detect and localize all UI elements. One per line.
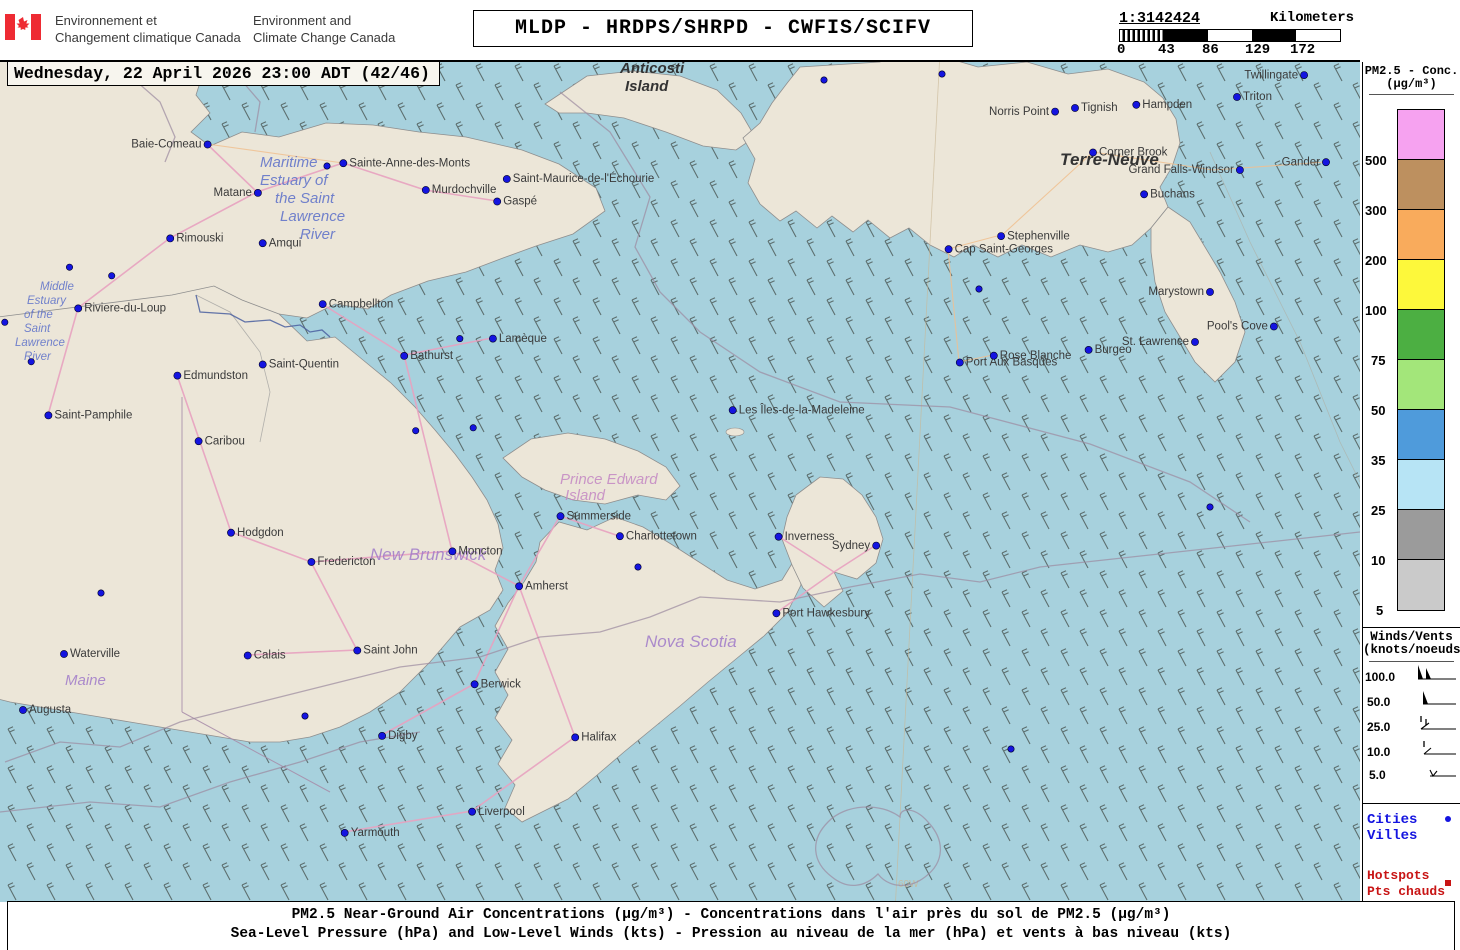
svg-text:Maine: Maine — [65, 672, 106, 689]
svg-text:Triton: Triton — [1243, 91, 1272, 103]
svg-text:Saint: Saint — [24, 323, 51, 335]
svg-text:Rimouski: Rimouski — [176, 233, 223, 245]
svg-text:Island: Island — [565, 487, 606, 504]
svg-text:Lawrence: Lawrence — [280, 208, 345, 225]
svg-text:Tignish: Tignish — [1081, 102, 1118, 114]
svg-text:of the: of the — [24, 309, 53, 321]
svg-text:Waterville: Waterville — [70, 648, 120, 660]
svg-text:Anticosti: Anticosti — [619, 62, 685, 77]
svg-text:Murdochville: Murdochville — [432, 184, 497, 196]
svg-text:Nova Scotia: Nova Scotia — [645, 632, 737, 651]
svg-text:Port Hawkesbury: Port Hawkesbury — [782, 608, 870, 620]
svg-text:Fredericton: Fredericton — [317, 556, 375, 568]
svg-text:Norris Point: Norris Point — [989, 106, 1050, 118]
svg-text:Berwick: Berwick — [481, 679, 522, 691]
svg-text:Gander: Gander — [1282, 156, 1321, 168]
svg-text:Matane: Matane — [214, 187, 252, 199]
svg-text:St. Lawrence: St. Lawrence — [1122, 336, 1189, 348]
svg-text:Lawrence: Lawrence — [15, 337, 65, 349]
svg-text:Pool's Cove: Pool's Cove — [1207, 321, 1268, 333]
svg-text:Les Îles-de-la-Madeleine: Les Îles-de-la-Madeleine — [739, 403, 865, 416]
svg-text:Marystown: Marystown — [1148, 286, 1204, 298]
svg-text:Estuary of: Estuary of — [260, 172, 329, 189]
svg-text:Middle: Middle — [40, 281, 74, 293]
svg-text:Saint-Quentin: Saint-Quentin — [269, 359, 339, 371]
svg-text:10.0: 10.0 — [1367, 745, 1391, 759]
svg-text:Liverpool: Liverpool — [478, 806, 525, 818]
svg-text:the Saint: the Saint — [275, 190, 335, 207]
svg-text:Campbellton: Campbellton — [329, 298, 394, 310]
svg-text:Lamèque: Lamèque — [499, 333, 547, 345]
svg-text:Saint-Pamphile: Saint-Pamphile — [54, 410, 132, 422]
svg-text:Twillingate: Twillingate — [1244, 69, 1298, 81]
svg-text:Yarmouth: Yarmouth — [351, 827, 400, 839]
svg-text:Gaspé: Gaspé — [503, 196, 537, 208]
svg-text:Edmundston: Edmundston — [183, 370, 248, 382]
svg-text:Augusta: Augusta — [29, 704, 72, 716]
svg-text:Bathurst: Bathurst — [410, 350, 454, 362]
svg-text:Moncton: Moncton — [458, 546, 502, 558]
svg-text:Digby: Digby — [388, 730, 418, 742]
svg-text:Saint-Maurice-de-l'Échourie: Saint-Maurice-de-l'Échourie — [513, 172, 655, 185]
svg-text:Inverness: Inverness — [785, 531, 835, 543]
svg-text:Rose Blanche: Rose Blanche — [1000, 350, 1072, 362]
svg-text:Riviere-du-Loup: Riviere-du-Loup — [84, 303, 166, 315]
svg-text:Baie-Comeau: Baie-Comeau — [131, 139, 201, 151]
svg-text:Cap Saint-Georges: Cap Saint-Georges — [955, 243, 1054, 255]
svg-text:Sainte-Anne-des-Monts: Sainte-Anne-des-Monts — [349, 157, 470, 169]
svg-text:Amqui: Amqui — [269, 237, 302, 249]
svg-text:Stephenville: Stephenville — [1007, 230, 1070, 242]
svg-text:Estuary: Estuary — [27, 295, 67, 307]
svg-text:25.0: 25.0 — [1367, 720, 1391, 734]
svg-text:Hodgdon: Hodgdon — [237, 527, 284, 539]
svg-text:Charlottetown: Charlottetown — [626, 530, 697, 542]
svg-text:Summerside: Summerside — [567, 510, 632, 522]
svg-text:Island: Island — [625, 78, 669, 95]
svg-text:Caribou: Caribou — [205, 435, 245, 447]
svg-text:Sydney: Sydney — [832, 540, 871, 552]
svg-text:Halifax: Halifax — [581, 732, 616, 744]
svg-text:Prince Edward: Prince Edward — [560, 471, 658, 488]
svg-text:50.0: 50.0 — [1367, 695, 1391, 709]
svg-text:Grand Falls-Windsor: Grand Falls-Windsor — [1128, 164, 1234, 176]
svg-text:100.0: 100.0 — [1365, 670, 1395, 684]
svg-text:Saint John: Saint John — [363, 645, 417, 657]
svg-text:Hampden: Hampden — [1142, 99, 1192, 111]
svg-text:Calais: Calais — [254, 650, 286, 662]
svg-text:Amherst: Amherst — [525, 581, 569, 593]
svg-text:River: River — [300, 226, 336, 243]
svg-text:Buchans: Buchans — [1150, 189, 1195, 201]
svg-text:Maritime: Maritime — [260, 154, 318, 171]
svg-text:5.0: 5.0 — [1369, 768, 1386, 782]
svg-text:Corner Brook: Corner Brook — [1099, 147, 1168, 159]
